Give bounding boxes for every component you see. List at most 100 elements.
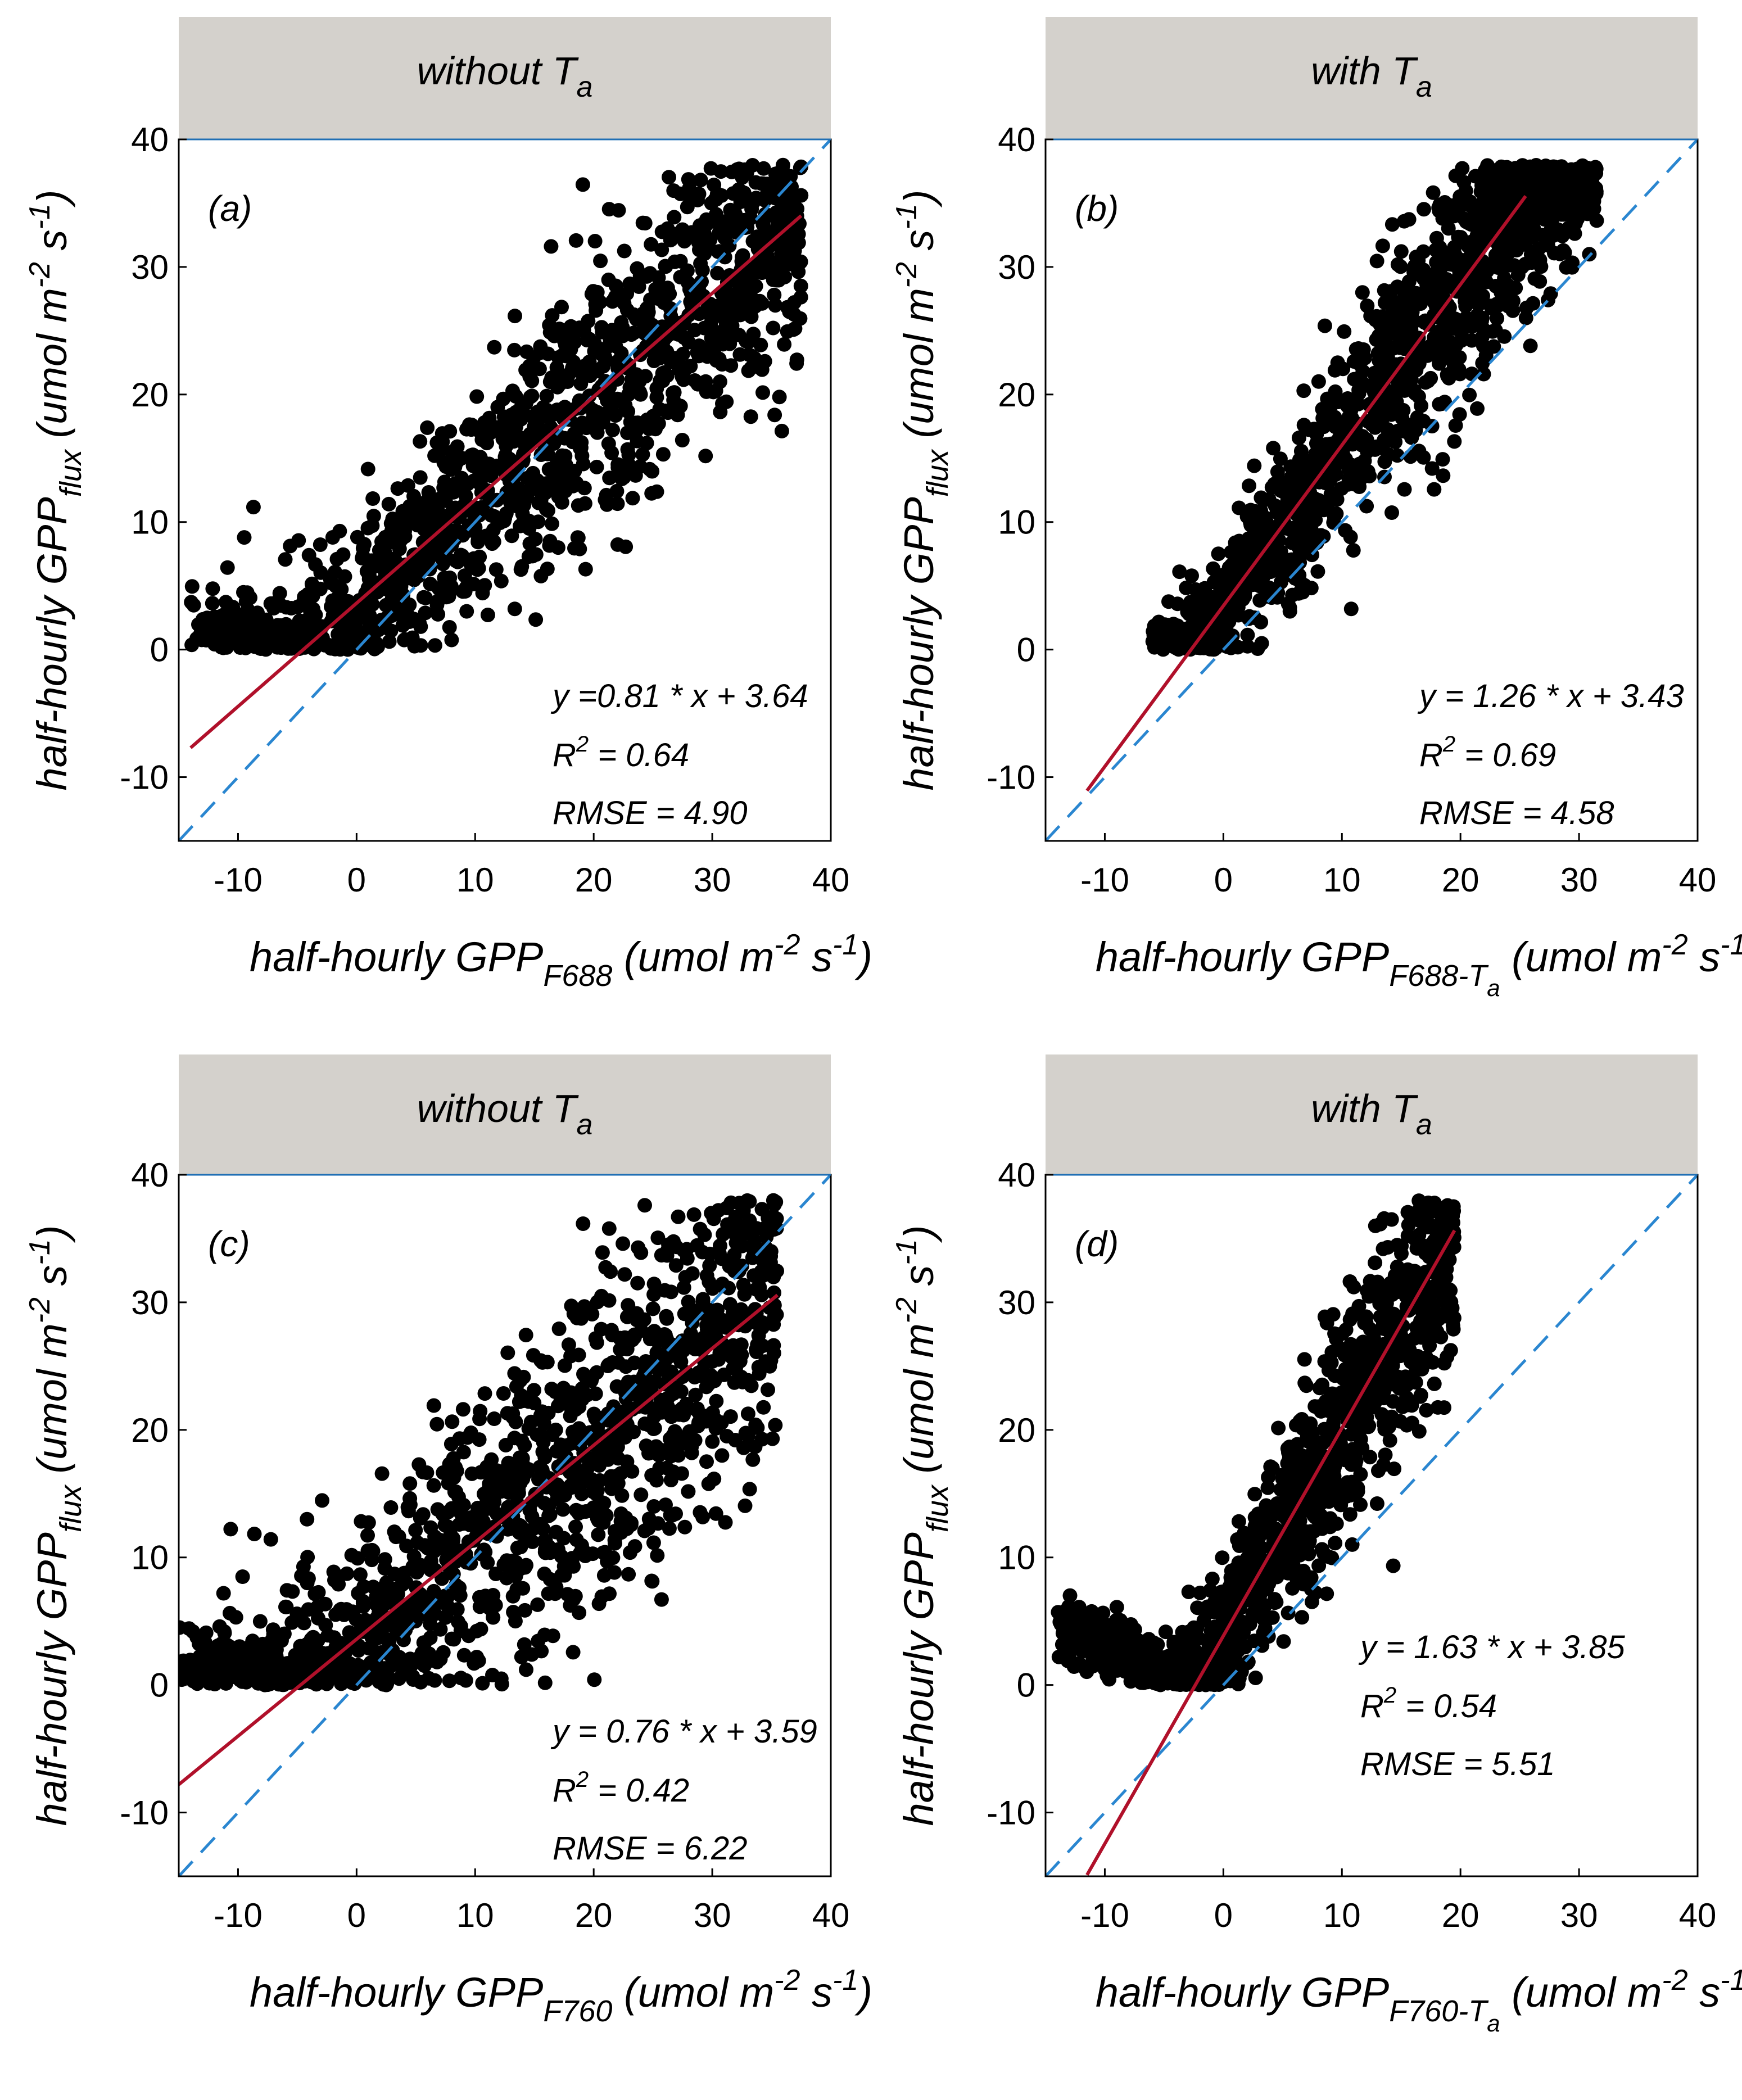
data-point [453, 1506, 468, 1521]
data-point [596, 1545, 611, 1560]
data-point [1319, 1586, 1334, 1601]
data-point [744, 348, 759, 363]
data-point [1416, 271, 1431, 286]
data-point [712, 1246, 727, 1261]
data-point [382, 634, 397, 649]
data-point [569, 1423, 585, 1438]
data-point [679, 1339, 694, 1355]
data-point [310, 1599, 325, 1614]
data-point [518, 439, 533, 454]
data-point [1416, 244, 1431, 259]
data-point [758, 207, 773, 222]
data-point [221, 631, 236, 645]
data-point [789, 356, 804, 371]
data-point [511, 1486, 526, 1501]
data-point [702, 1274, 717, 1289]
data-point [654, 1405, 669, 1420]
data-point [469, 1651, 484, 1666]
x-tick-label: 30 [694, 1897, 731, 1934]
data-point [531, 1633, 546, 1649]
data-point [659, 1460, 675, 1476]
data-point [508, 1555, 523, 1570]
data-point [780, 324, 795, 339]
data-point [475, 1676, 490, 1691]
data-point [563, 329, 578, 344]
data-point [708, 383, 723, 399]
data-point [687, 1370, 702, 1384]
data-point [478, 1545, 493, 1560]
data-point [363, 1655, 378, 1670]
data-point [389, 520, 404, 535]
data-point [384, 608, 399, 623]
data-point [545, 1628, 560, 1644]
data-point [331, 1577, 346, 1592]
x-tick-label: 20 [575, 861, 613, 899]
one-to-one-line [179, 1175, 831, 1876]
data-point [518, 1328, 533, 1343]
data-point [498, 1438, 513, 1452]
data-point [238, 594, 254, 609]
data-point [1354, 377, 1369, 392]
data-point [692, 1406, 707, 1421]
data-point [1337, 324, 1352, 339]
data-point [617, 243, 632, 259]
data-point [355, 1596, 370, 1611]
data-point [1488, 196, 1504, 211]
data-point [1346, 1279, 1361, 1295]
data-point [524, 1647, 539, 1662]
data-point [360, 1528, 375, 1543]
data-point [757, 193, 772, 208]
data-point [408, 1523, 423, 1538]
data-point [563, 1480, 578, 1495]
data-point [536, 1416, 551, 1431]
data-point [259, 1672, 274, 1687]
data-point [1402, 332, 1418, 347]
data-point [360, 521, 375, 536]
data-point [1544, 221, 1559, 237]
data-point [1172, 564, 1187, 580]
data-point [1397, 482, 1412, 497]
data-point [1370, 405, 1385, 420]
data-point [1062, 1588, 1078, 1603]
data-point [362, 568, 377, 583]
data-point [673, 254, 688, 269]
data-point [745, 1452, 761, 1467]
data-point [718, 1515, 733, 1530]
fit-equation: y = 1.26 * x + 3.43 [1417, 678, 1684, 714]
data-point [427, 1673, 442, 1688]
data-point [1452, 350, 1467, 365]
data-point [1556, 207, 1571, 222]
data-point [608, 289, 623, 304]
data-point [584, 413, 599, 428]
data-point [1427, 482, 1442, 497]
data-point [610, 1451, 626, 1466]
data-point [1404, 430, 1419, 445]
data-point [635, 324, 650, 340]
data-point [445, 445, 460, 460]
data-point [756, 161, 771, 176]
data-point [594, 347, 609, 362]
data-point [412, 616, 427, 631]
data-point [205, 596, 220, 611]
data-point [552, 322, 567, 337]
data-point [753, 337, 768, 352]
data-point [584, 1373, 599, 1388]
data-point [635, 447, 650, 462]
data-point [413, 499, 427, 514]
data-point [657, 1377, 672, 1392]
data-point [1384, 505, 1399, 520]
data-point [350, 1551, 365, 1566]
data-point [749, 1316, 764, 1331]
y-tick-label: 20 [131, 1411, 169, 1449]
data-point [399, 1574, 414, 1590]
data-point [601, 1221, 617, 1236]
data-point [1254, 636, 1269, 651]
data-point [1449, 318, 1464, 333]
data-point [662, 170, 676, 185]
data-point [696, 1330, 711, 1345]
data-point [342, 1625, 357, 1640]
data-point [1292, 488, 1307, 504]
data-point [533, 568, 549, 583]
data-point [399, 1538, 414, 1554]
data-point [1453, 230, 1468, 245]
